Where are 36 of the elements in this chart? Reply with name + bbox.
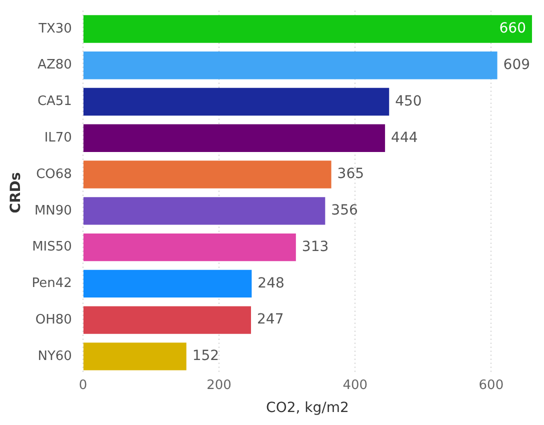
bar — [83, 124, 386, 152]
bar — [83, 342, 186, 370]
bar — [83, 306, 252, 334]
bar — [83, 270, 252, 298]
y-tick-label: CA51 — [37, 94, 72, 110]
data-label: 444 — [391, 130, 418, 146]
data-label: 660 — [499, 20, 526, 37]
x-tick-label: 400 — [342, 378, 368, 393]
data-label: 609 — [503, 57, 530, 74]
x-axis-title: CO2, kg/m2 — [266, 400, 349, 416]
data-label: 248 — [258, 275, 284, 292]
data-label: 247 — [257, 312, 284, 328]
bar — [83, 88, 390, 116]
bar — [83, 160, 332, 188]
data-label: 313 — [302, 238, 329, 255]
y-tick-label: OH80 — [35, 312, 72, 328]
y-tick-label: CO68 — [36, 166, 72, 182]
data-label: 356 — [331, 202, 358, 219]
y-tick-label: TX30 — [38, 21, 72, 36]
y-axis-title: CRDs — [8, 172, 24, 214]
y-tick-label: MIS50 — [32, 240, 72, 255]
bar — [83, 197, 326, 225]
y-tick-label: Pen42 — [32, 276, 72, 292]
bar — [83, 233, 296, 262]
y-tick-label: IL70 — [44, 130, 72, 146]
data-label: 365 — [337, 166, 364, 182]
data-label: 450 — [395, 93, 422, 110]
y-tick-label: MN90 — [34, 203, 72, 218]
data-label: 152 — [192, 348, 220, 364]
x-tick-label: 0 — [78, 378, 88, 393]
bar — [83, 15, 532, 43]
x-tick-label: 600 — [478, 378, 504, 393]
bar — [83, 52, 498, 80]
x-tick-label: 200 — [206, 378, 232, 393]
y-tick-label: AZ80 — [38, 58, 72, 73]
y-tick-label: NY60 — [38, 348, 72, 364]
